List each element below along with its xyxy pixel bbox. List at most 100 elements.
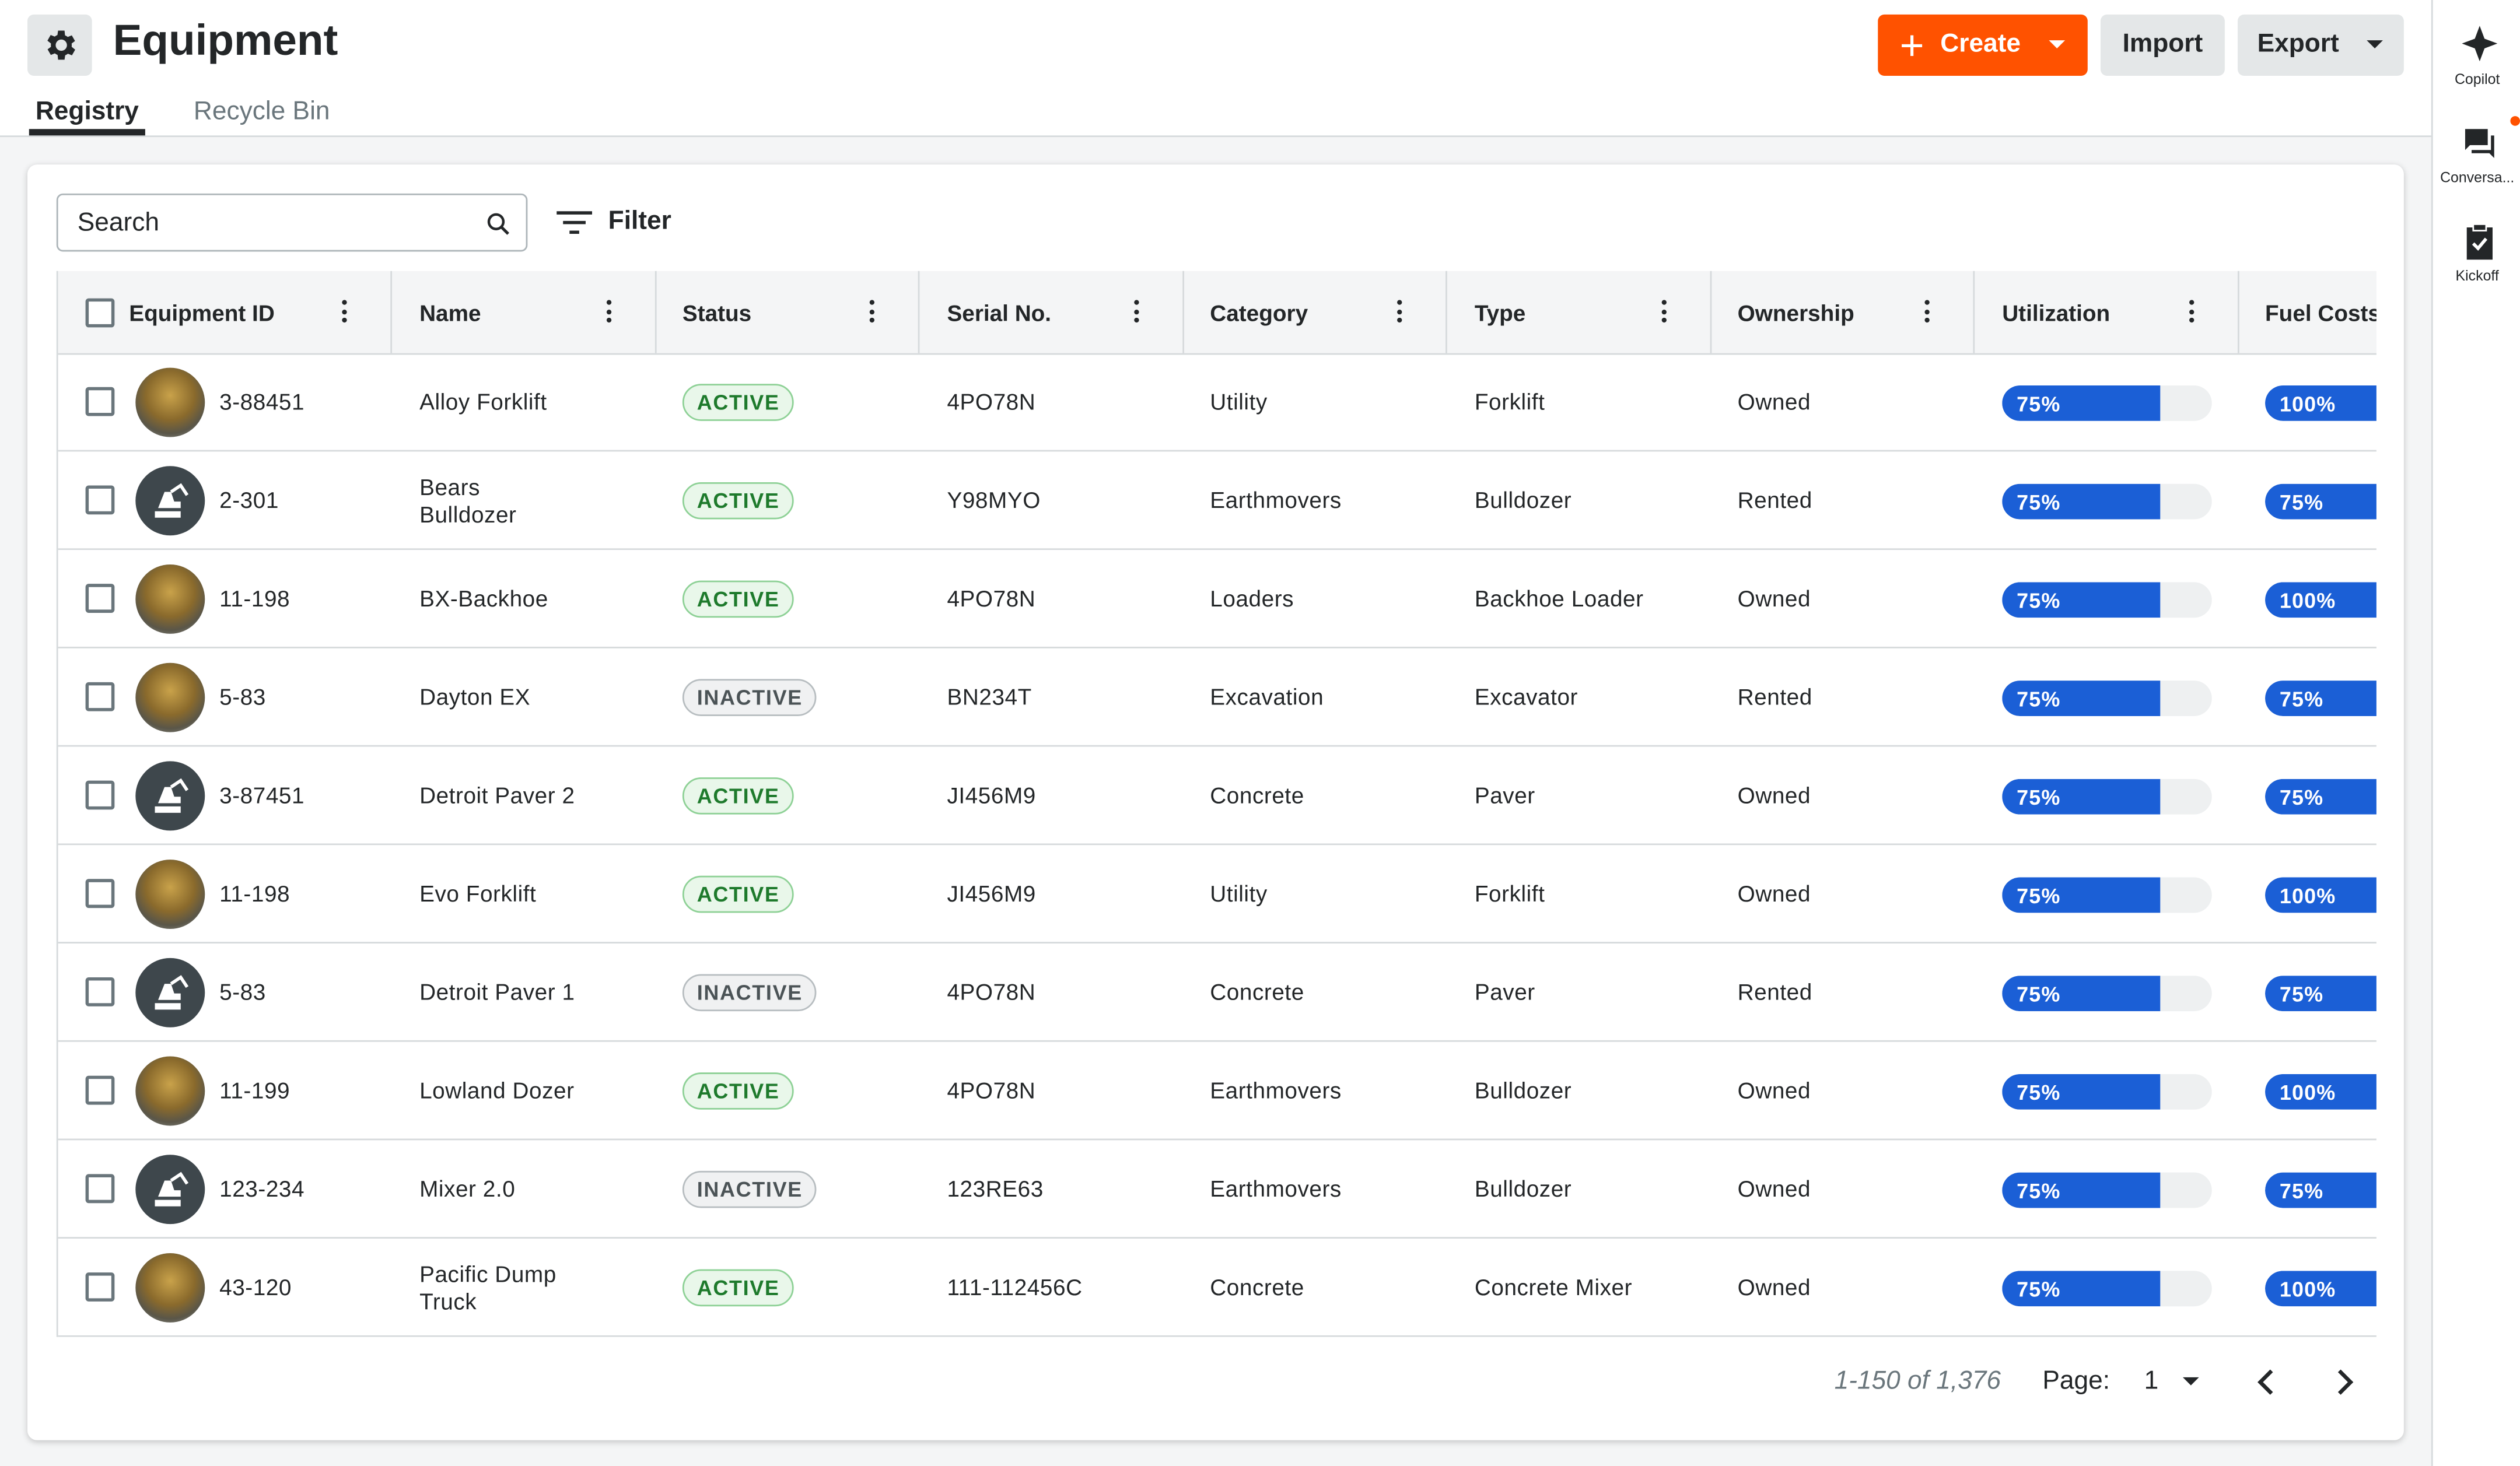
cell-text: Paver	[1474, 782, 1535, 808]
status-badge: ACTIVE	[682, 875, 794, 913]
cell: Bears Bulldozer	[419, 451, 581, 550]
row-checkbox[interactable]	[85, 1174, 115, 1204]
column-menu[interactable]	[1924, 300, 1930, 323]
row-checkbox[interactable]	[85, 977, 115, 1006]
column-header[interactable]: Utilization	[1975, 271, 2239, 353]
cell: ACTIVE	[682, 451, 908, 550]
tab[interactable]: Recycle Bin	[193, 98, 330, 126]
cell: Bulldozer	[1475, 1042, 1700, 1141]
status-badge: ACTIVE	[682, 580, 794, 618]
search-icon	[487, 213, 509, 235]
column-header[interactable]: Name	[392, 271, 656, 353]
progress-fill	[2002, 778, 2160, 814]
progress-label: 75%	[2279, 981, 2324, 1006]
column-header[interactable]: Type	[1447, 271, 1712, 353]
progress-label: 100%	[2279, 588, 2336, 612]
row-checkbox[interactable]	[85, 879, 115, 909]
progress-track: 75%	[2002, 974, 2212, 1011]
column-menu[interactable]	[1133, 300, 1140, 323]
header-checkbox[interactable]	[85, 297, 115, 327]
sidebar-item[interactable]: Kickoff	[2455, 268, 2499, 284]
kickoff-icon	[2466, 223, 2493, 260]
progress-track: 75%	[2002, 1172, 2212, 1208]
equipment-photo	[135, 1253, 205, 1323]
cell-text: Forklift	[1474, 388, 1545, 415]
row-divider	[58, 1040, 2376, 1042]
cell-text: 5-83	[219, 978, 266, 1005]
cell-text: 2-301	[219, 487, 279, 513]
dot	[2188, 300, 2193, 305]
dot	[606, 308, 611, 314]
column-header[interactable]: Serial No.	[919, 271, 1184, 353]
cell: Concrete Mixer	[1475, 1239, 1700, 1337]
progress-track: 75%	[2002, 679, 2212, 716]
cell: 75%	[2002, 1042, 2212, 1141]
column-menu[interactable]	[1661, 300, 1667, 323]
page-label: Page:	[2042, 1367, 2110, 1395]
create-button[interactable]: + Create	[1878, 14, 2088, 76]
column-menu[interactable]	[606, 300, 612, 323]
row-divider	[58, 843, 2376, 846]
cell-text: JI456M9	[947, 881, 1036, 907]
import-button[interactable]: Import	[2100, 14, 2225, 76]
cell-text: 11-198	[219, 585, 290, 612]
row-checkbox[interactable]	[85, 780, 115, 810]
cell-text: 5-83	[219, 683, 266, 710]
sidebar-item[interactable]: Copilot	[2454, 71, 2500, 87]
cell: Concrete	[1210, 1239, 1436, 1337]
tab-active[interactable]: Registry	[35, 98, 139, 126]
progress-fill	[2002, 581, 2160, 617]
cell: 123-234	[219, 1140, 445, 1239]
cell: 5-83	[219, 944, 445, 1042]
column-header[interactable]: Category	[1182, 271, 1447, 353]
page-select[interactable]: 1	[2144, 1367, 2201, 1397]
column-header[interactable]: Fuel Costs	[2238, 271, 2376, 353]
column-menu[interactable]	[869, 300, 875, 323]
cell-text: Rented	[1737, 978, 1812, 1005]
column-menu[interactable]	[342, 300, 348, 323]
row-checkbox[interactable]	[85, 387, 115, 416]
dot	[606, 300, 611, 305]
cell-text: Alloy Forklift	[419, 388, 547, 415]
prev-page[interactable]	[2254, 1367, 2280, 1397]
column-header[interactable]: Ownership	[1710, 271, 1974, 353]
next-page[interactable]	[2331, 1367, 2357, 1397]
machine-glyph	[155, 778, 189, 813]
dot	[1661, 308, 1666, 314]
cell: 75%	[2002, 747, 2212, 846]
cell: Detroit Paver 2	[419, 747, 581, 846]
sidebar-item[interactable]: Conversa...	[2440, 169, 2515, 186]
progress-track: 75%	[2265, 679, 2376, 716]
dot	[1924, 308, 1929, 314]
column-header[interactable]: Status	[655, 271, 919, 353]
row-checkbox[interactable]	[85, 682, 115, 711]
progress-track: 100%	[2265, 1269, 2376, 1306]
column-menu[interactable]	[1396, 300, 1403, 323]
cell: 75%	[2002, 1140, 2212, 1239]
column-menu[interactable]	[2188, 300, 2195, 323]
cell-text: Concrete	[1210, 1274, 1304, 1300]
cell: 11-198	[219, 845, 445, 944]
column-header[interactable]: Equipment ID	[58, 271, 393, 353]
row-checkbox[interactable]	[85, 485, 115, 515]
row-checkbox[interactable]	[85, 1272, 115, 1302]
cell-text: BN234T	[947, 683, 1032, 710]
table-card: Search Filter Equipment ID Name Status Seri…	[27, 164, 2404, 1440]
cell: 100%	[2265, 1042, 2376, 1141]
progress-track: 100%	[2265, 1073, 2376, 1109]
row-checkbox[interactable]	[85, 584, 115, 613]
search-placeholder: Search	[77, 209, 159, 237]
cell: 75%	[2265, 648, 2376, 747]
filter-button[interactable]: Filter	[556, 208, 671, 237]
cell-text: Utility	[1210, 881, 1268, 907]
cell: BX-Backhoe	[419, 550, 581, 648]
search-input[interactable]: Search	[56, 193, 528, 252]
row-checkbox[interactable]	[85, 1075, 115, 1105]
export-button[interactable]: Export	[2238, 14, 2404, 76]
dot	[869, 300, 874, 305]
machine-glyph	[155, 1172, 189, 1207]
cell: Rented	[1738, 451, 1964, 550]
cell-text: Excavation	[1210, 683, 1324, 710]
progress-label: 75%	[2017, 883, 2061, 907]
progress-fill	[2265, 384, 2376, 420]
